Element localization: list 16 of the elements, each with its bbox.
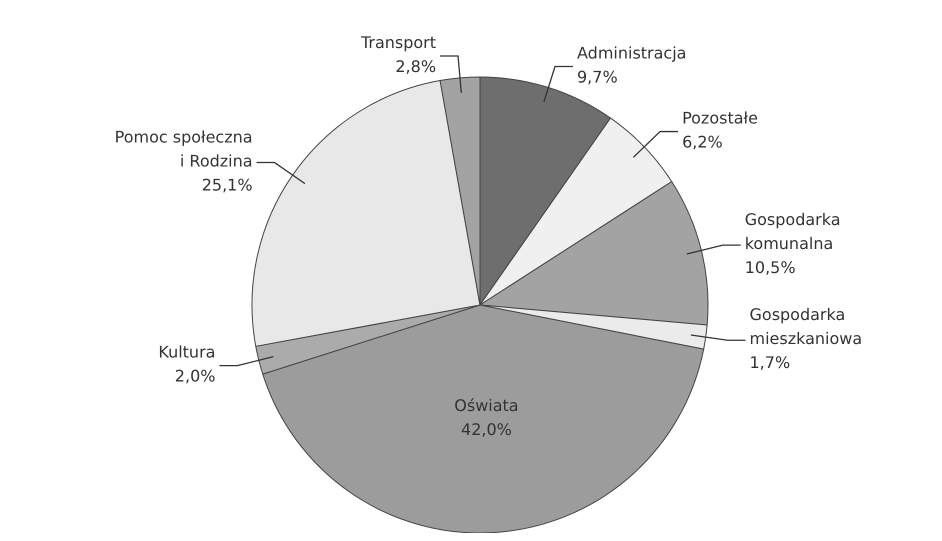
slice-label: Gospodarka mieszkaniowa (750, 306, 862, 349)
data-label: 25,1% (202, 176, 253, 195)
data-label: 42,0% (461, 420, 512, 440)
slice-label: Administracja (577, 44, 686, 63)
slice-label: Oświata (454, 396, 519, 416)
slice-label: Gospodarka komunalna (744, 210, 841, 254)
data-label: 10,5% (744, 258, 796, 278)
data-label: 9,7% (577, 68, 618, 87)
data-label: 2,8% (395, 57, 436, 76)
data-label: 1,7% (750, 354, 790, 373)
slice-label: Kultura (158, 343, 216, 362)
data-label: 6,2% (682, 132, 723, 152)
data-label: 2,0% (174, 367, 216, 386)
slice-label: Pomoc społeczna i Rodzina (114, 128, 253, 171)
slice-label: Pozostałe (682, 108, 758, 128)
slice-label: Transport (360, 33, 436, 52)
